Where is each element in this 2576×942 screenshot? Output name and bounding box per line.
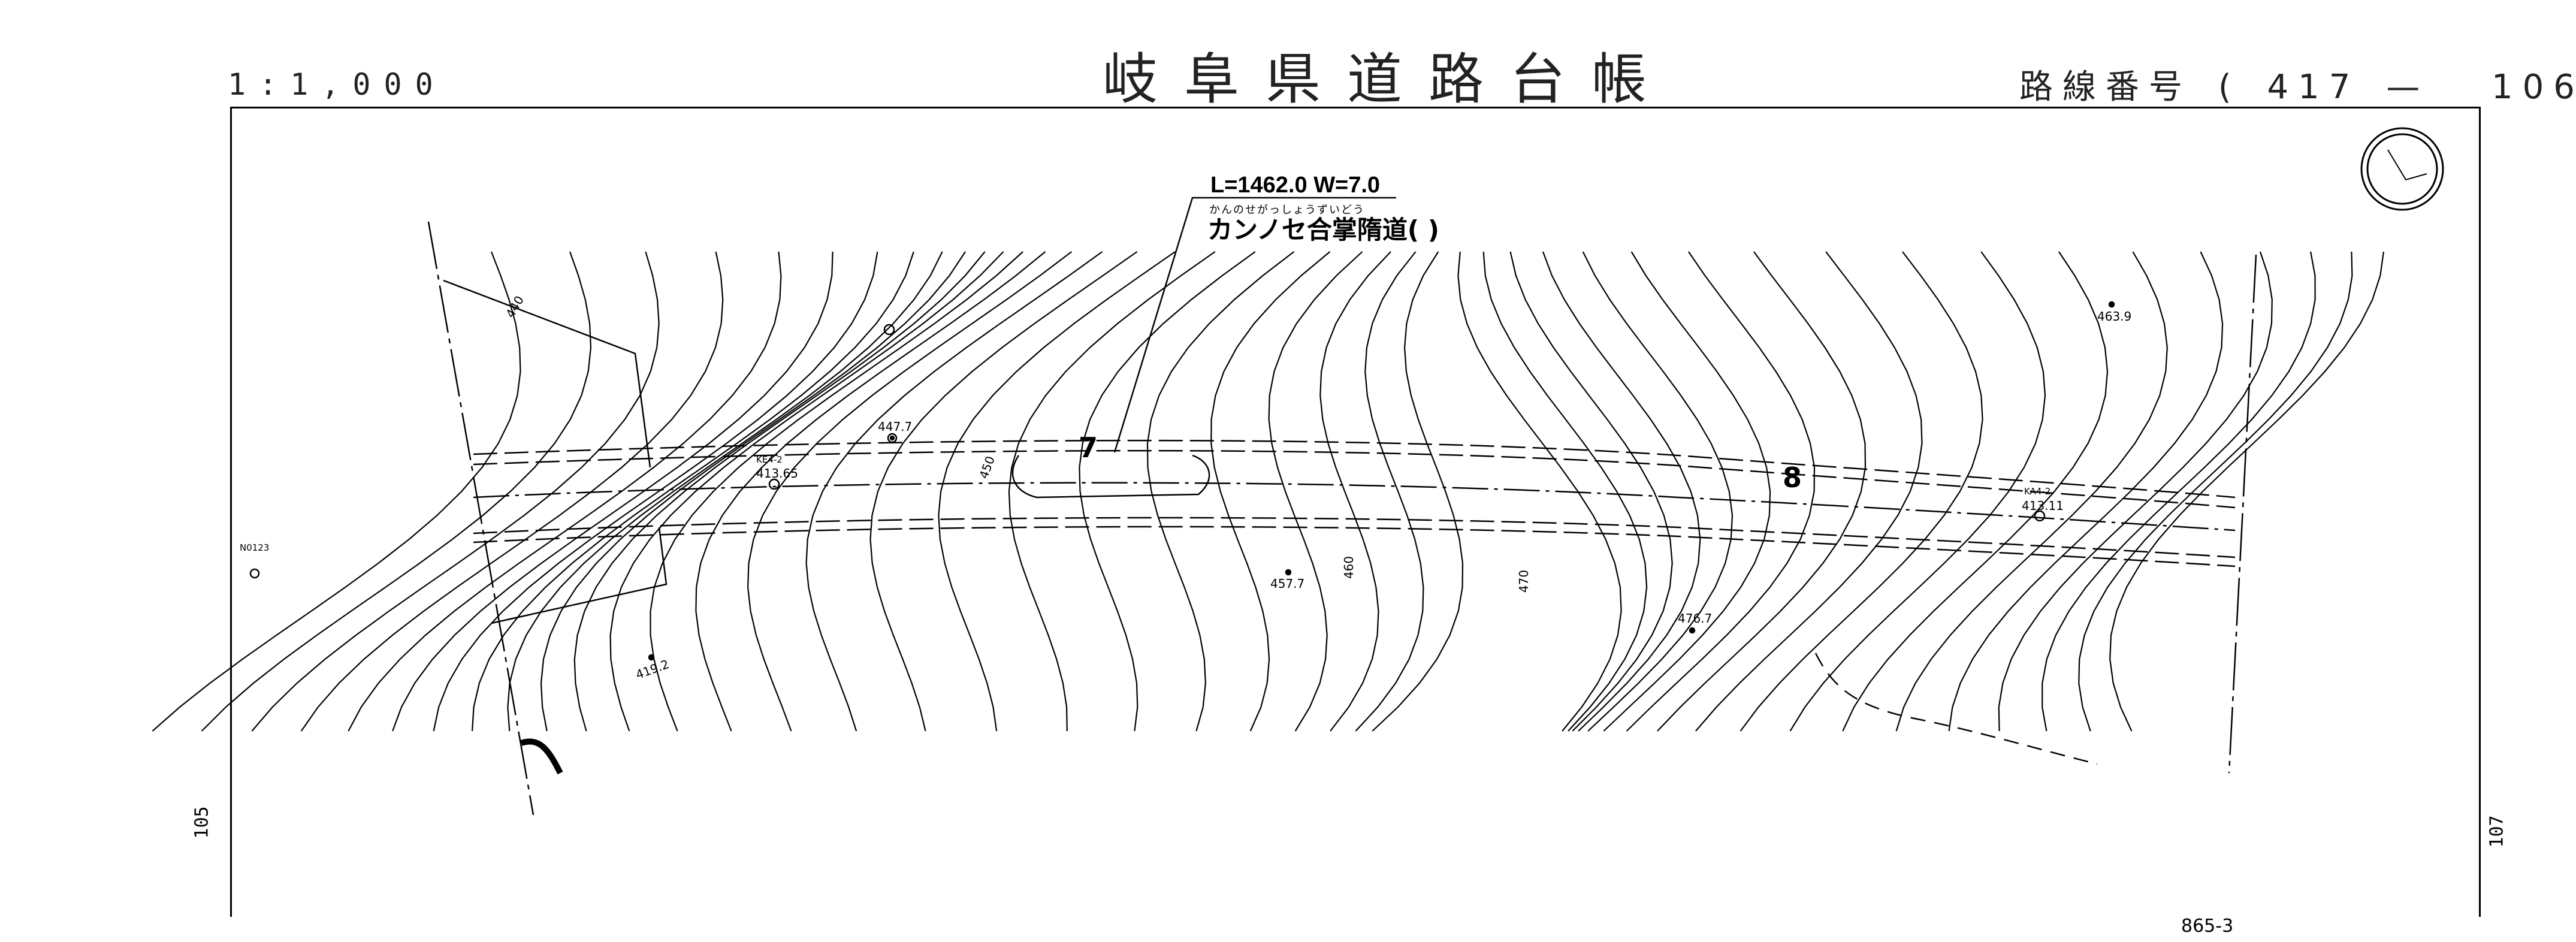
contour-line <box>433 251 878 732</box>
contour-line <box>609 251 1004 732</box>
contour-line <box>747 251 1073 732</box>
road-edge-upper-2 <box>473 449 2236 509</box>
elevation-413-11: 413.11 <box>2022 499 2064 513</box>
leader-line <box>1113 197 1396 453</box>
contour-line <box>472 251 914 732</box>
map-scale: 1:1,000 <box>228 67 446 102</box>
contour-line <box>2109 251 2384 732</box>
survey-point-icon <box>768 478 780 490</box>
point-id-ke4-2: KE4-2 <box>756 454 783 465</box>
elevation-476-7: 476.7 <box>1678 611 1713 626</box>
contour-line <box>1582 251 1734 732</box>
contour-line <box>938 251 1176 732</box>
contour-line <box>1695 251 1923 732</box>
contour-line <box>1355 251 1424 732</box>
boundary-right <box>2228 254 2257 774</box>
tunnel-portal <box>1011 454 1210 499</box>
survey-point-icon <box>2034 510 2046 522</box>
boundary-left <box>427 221 534 816</box>
elevation-463-9: 463.9 <box>2097 309 2132 324</box>
benchmark-icon <box>648 654 655 661</box>
contour-line <box>1457 251 1622 732</box>
contour-line <box>507 251 943 732</box>
road-alignment <box>427 197 2257 816</box>
route-number: 路線番号 ( 417 — 106 ) <box>2019 60 2576 108</box>
contour-line <box>1372 251 1464 732</box>
contour-label-460: 460 <box>1342 555 1357 579</box>
fence-2 <box>491 527 668 624</box>
contour-line <box>1626 251 1816 732</box>
contour-line <box>573 251 986 732</box>
contour-line <box>1789 251 2046 732</box>
contour-line <box>2078 251 2353 732</box>
fence <box>443 279 651 468</box>
contour-line <box>1482 251 1648 732</box>
point-id-n0123: N0123 <box>240 542 270 553</box>
contour-line <box>1146 251 1295 732</box>
contour-line <box>695 251 1046 732</box>
contour-line <box>1842 251 2109 732</box>
road-edge-lower-2 <box>473 526 2236 567</box>
contour-line <box>869 251 1138 732</box>
contour-line <box>805 251 1103 732</box>
route-open: ( <box>2218 68 2241 107</box>
contour-line <box>1210 251 1331 732</box>
benchmark-icon <box>1285 569 1292 576</box>
contour-line <box>2042 251 2316 732</box>
route-dash: — <box>2386 68 2430 107</box>
benchmark-icon <box>2108 301 2115 308</box>
contour-line <box>540 251 966 732</box>
contour-line <box>1008 251 1216 732</box>
stream <box>1814 653 2098 765</box>
parcel-number: 865-3 <box>2181 916 2234 937</box>
contour-line <box>1509 251 1673 732</box>
contour-line <box>1657 251 1867 732</box>
benchmark-icon <box>887 433 898 443</box>
road-edge-upper <box>473 439 2236 499</box>
map-frame <box>230 107 2481 917</box>
survey-point-icon <box>249 568 260 579</box>
road-dimensions: L=1462.0 W=7.0 <box>1210 173 1381 198</box>
contour-line <box>1268 251 1363 732</box>
point-id-ka4-2: KA4-2 <box>2024 486 2051 497</box>
contour-label-470: 470 <box>1517 569 1532 593</box>
contour-line <box>1603 251 1771 732</box>
contour-line <box>300 251 724 732</box>
contour-line <box>1895 251 2168 732</box>
road-furigana: かんのせがっしょうずいどう <box>1209 204 1365 216</box>
sheet-title: 岐阜県道路台帳 <box>1103 47 1674 111</box>
survey-point-icon <box>883 324 895 336</box>
station-7: 7 <box>1079 431 1098 464</box>
route-number-1: 417 <box>2267 68 2360 107</box>
contour-line <box>650 251 1023 732</box>
contour-line <box>348 251 782 732</box>
road-name: カンノセ合掌隋道( ) <box>1207 215 1439 244</box>
contour-line <box>1948 251 2224 732</box>
elevation-457-7: 457.7 <box>1270 576 1305 591</box>
north-arrow-icon <box>2360 127 2444 211</box>
elevation-413-65: 413.65 <box>756 466 798 481</box>
adjacent-sheet-right[interactable]: 107 <box>2486 815 2508 848</box>
adjacent-sheet-left[interactable]: 105 <box>191 806 213 839</box>
station-8: 8 <box>1783 461 1802 494</box>
road-edge-lower <box>473 517 2236 558</box>
contour-line <box>1079 251 1256 732</box>
contour-line <box>1740 251 1983 732</box>
contour-line <box>1542 251 1701 732</box>
contour-line <box>1319 251 1391 732</box>
contour-line <box>201 251 592 732</box>
contour-line <box>251 251 660 732</box>
route-number-2: 106 <box>2492 68 2576 107</box>
road-centerline <box>473 482 2236 532</box>
contour-line <box>392 251 833 732</box>
route-label: 路線番号 <box>2019 68 2192 107</box>
elevation-447-7: 447.7 <box>878 419 913 434</box>
contour-line <box>152 251 521 732</box>
benchmark-icon <box>1689 627 1696 634</box>
